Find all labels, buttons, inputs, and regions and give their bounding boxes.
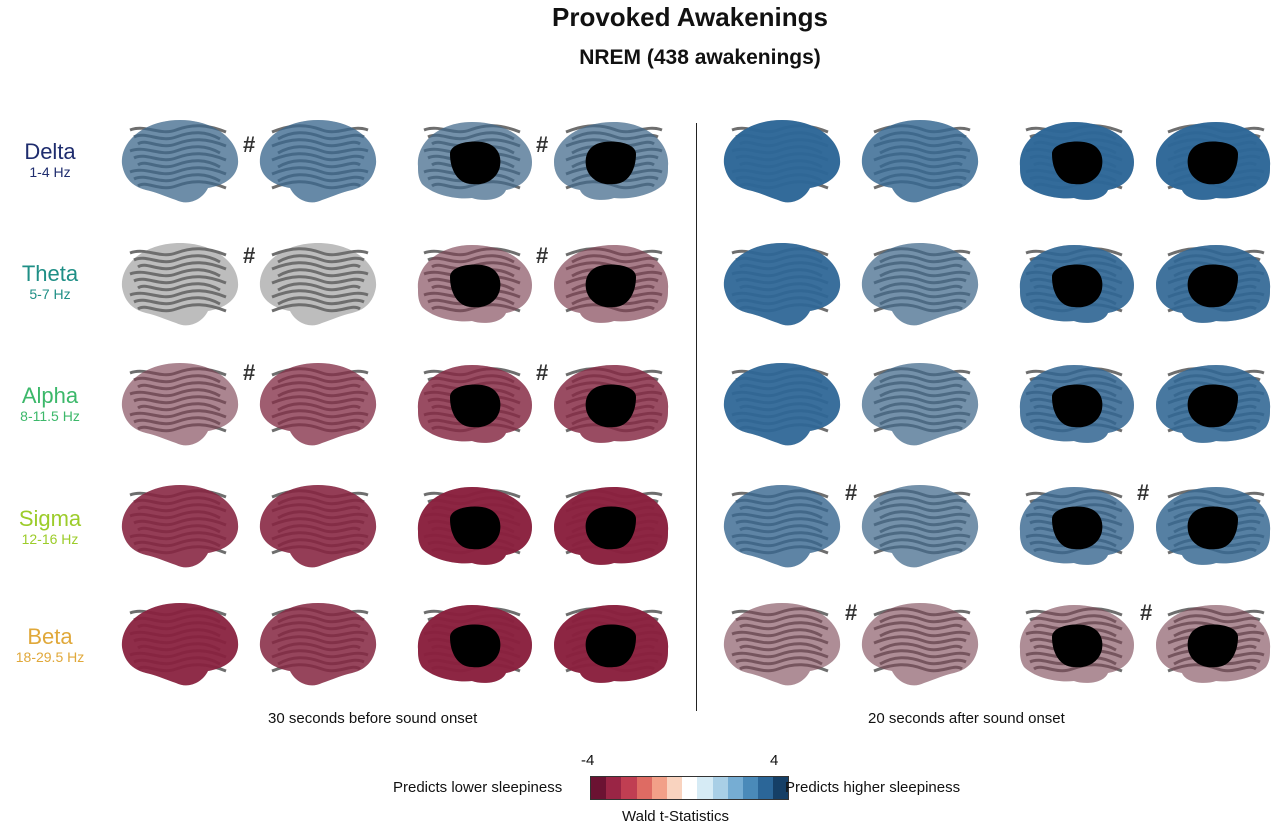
band-name: Beta (27, 624, 73, 649)
brain-map-medial-left (1012, 597, 1140, 693)
brain-map-medial-left (410, 114, 538, 210)
brain-map-lateral-left (116, 479, 244, 575)
left-panel-title: 30 seconds before sound onset (268, 710, 478, 727)
brain-map-lateral-left (116, 237, 244, 333)
brain-map-lateral-right (856, 597, 984, 693)
hash-marker: # (1140, 600, 1153, 625)
brain-map-lateral-right (254, 597, 382, 693)
brain-map-lateral-left (718, 114, 846, 210)
hash-marker: # (243, 360, 256, 385)
hash-marker: # (845, 600, 858, 625)
colorbar-swatch (758, 777, 774, 799)
brain-map-medial-left (1012, 479, 1140, 575)
band-name: Sigma (18, 506, 82, 531)
brain-map-lateral-left (116, 357, 244, 453)
band-label-alpha: Alpha 8-11.5 Hz (0, 384, 100, 424)
colorbar-swatch (682, 777, 698, 799)
brain-map-medial-right (1150, 114, 1278, 210)
figure-subtitle: NREM (438 awakenings) (579, 46, 821, 69)
colorbar-swatch (727, 777, 743, 799)
brain-map-lateral-left (116, 114, 244, 210)
brain-map-lateral-right (856, 357, 984, 453)
brain-map-lateral-left (116, 597, 244, 693)
brain-map-lateral-right (254, 114, 382, 210)
colorbar-swatch (773, 777, 789, 799)
brain-map-lateral-left (718, 357, 846, 453)
colorbar-max-label: 4 (770, 752, 779, 769)
band-frequency: 5-7 Hz (29, 286, 71, 303)
brain-map-medial-right (548, 237, 676, 333)
brain-map-medial-right (1150, 357, 1278, 453)
brain-map-medial-right (548, 357, 676, 453)
right-panel-title: 20 seconds after sound onset (868, 710, 1065, 727)
brain-map-lateral-right (254, 357, 382, 453)
hash-marker: # (536, 360, 549, 385)
colorbar-right-label: Predicts higher sleepiness (785, 779, 961, 796)
brain-map-lateral-left (718, 597, 846, 693)
colorbar-swatch (621, 777, 637, 799)
brain-map-medial-left (410, 357, 538, 453)
hash-marker: # (243, 132, 256, 157)
brain-map-medial-right (548, 114, 676, 210)
band-frequency: 18-29.5 Hz (15, 649, 85, 666)
panel-divider (696, 123, 697, 711)
colorbar-min-label: -4 (581, 752, 595, 769)
colorbar-swatch (606, 777, 622, 799)
brain-map-medial-right (1150, 237, 1278, 333)
band-name: Delta (24, 139, 76, 164)
brain-map-medial-right (1150, 597, 1278, 693)
hash-marker: # (536, 243, 549, 268)
band-frequency: 12-16 Hz (21, 531, 79, 548)
brain-map-lateral-right (856, 237, 984, 333)
colorbar-swatch (742, 777, 759, 799)
band-frequency: 1-4 Hz (29, 164, 71, 181)
brain-map-medial-right (548, 479, 676, 575)
hash-marker: # (845, 480, 858, 505)
hash-marker: # (1137, 480, 1150, 505)
colorbar-left-label: Predicts lower sleepiness (393, 779, 563, 796)
colorbar-swatch (636, 777, 652, 799)
band-name: Alpha (21, 383, 79, 408)
brain-map-lateral-left (718, 237, 846, 333)
colorbar (590, 776, 790, 800)
band-label-sigma: Sigma 12-16 Hz (0, 507, 100, 547)
brain-map-medial-left (1012, 357, 1140, 453)
colorbar-axis-label: Wald t-Statistics (622, 808, 729, 825)
brain-map-lateral-left (718, 479, 846, 575)
colorbar-swatch (697, 777, 713, 799)
brain-map-lateral-right (856, 114, 984, 210)
colorbar-swatch (591, 777, 607, 799)
brain-map-medial-left (410, 479, 538, 575)
colorbar-swatch (666, 777, 683, 799)
hash-marker: # (536, 132, 549, 157)
band-label-beta: Beta 18-29.5 Hz (0, 625, 100, 665)
figure-title: Provoked Awakenings (552, 2, 828, 32)
colorbar-swatch (712, 777, 728, 799)
brain-map-lateral-right (254, 237, 382, 333)
brain-map-medial-right (1150, 479, 1278, 575)
brain-map-medial-left (1012, 114, 1140, 210)
brain-map-medial-left (410, 597, 538, 693)
colorbar-swatch (651, 777, 667, 799)
band-label-theta: Theta 5-7 Hz (0, 262, 100, 302)
hash-marker: # (243, 243, 256, 268)
brain-map-lateral-right (254, 479, 382, 575)
band-label-delta: Delta 1-4 Hz (0, 140, 100, 180)
brain-map-medial-left (410, 237, 538, 333)
brain-map-medial-left (1012, 237, 1140, 333)
brain-map-medial-right (548, 597, 676, 693)
brain-map-lateral-right (856, 479, 984, 575)
band-frequency: 8-11.5 Hz (20, 408, 80, 425)
band-name: Theta (21, 261, 79, 286)
